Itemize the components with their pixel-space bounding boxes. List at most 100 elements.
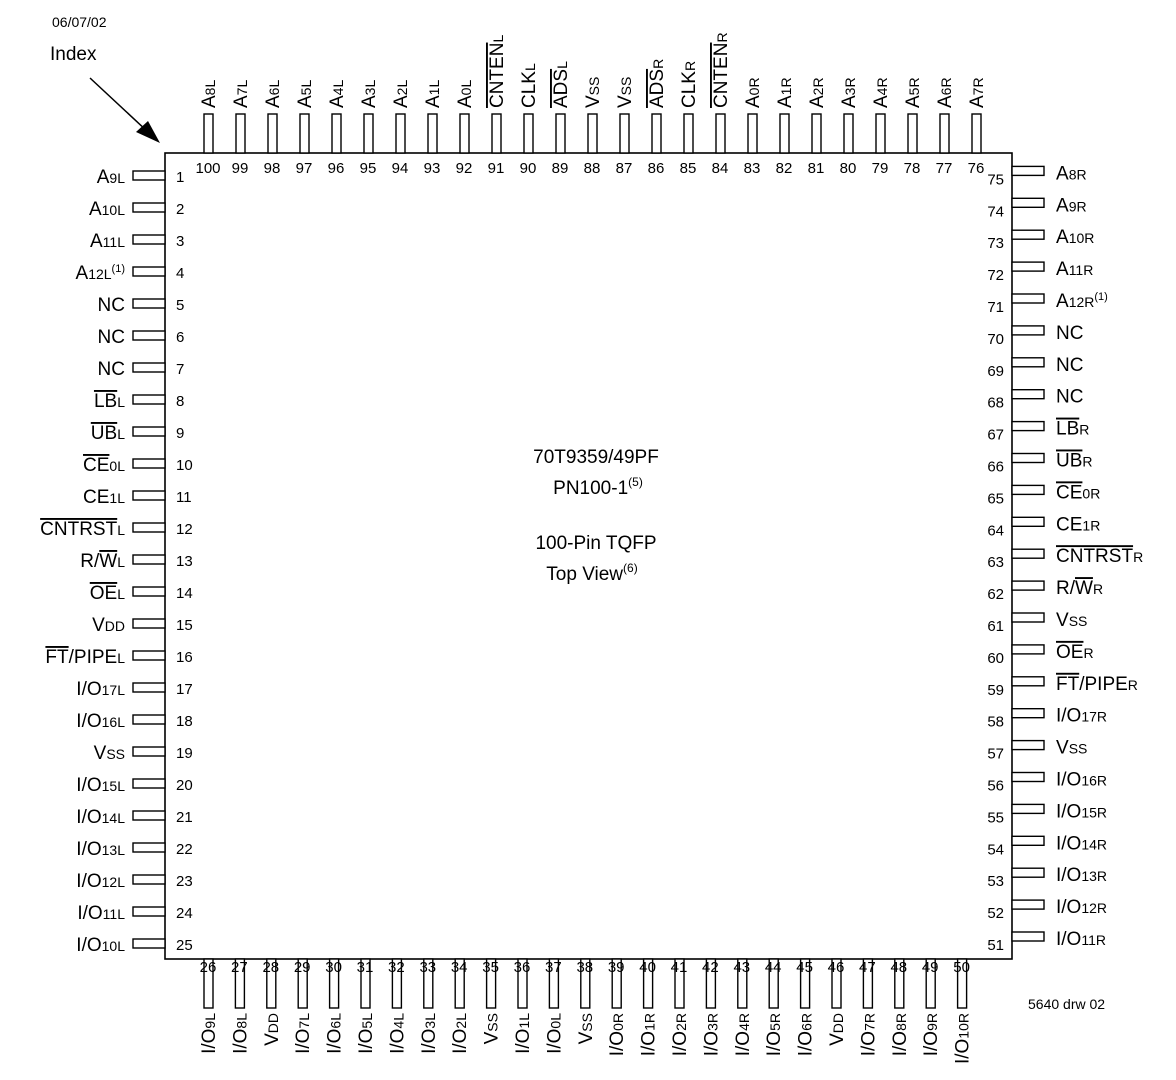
pin-number: 73 <box>987 235 1004 252</box>
pin-number: 44 <box>765 959 782 976</box>
pin-lead <box>132 554 166 565</box>
pin-29: 29 I/O7L <box>293 958 314 1054</box>
pin-number: 33 <box>419 959 436 976</box>
pin-number: 1 <box>176 169 184 186</box>
pin-47: 47 I/O7R <box>858 958 879 1056</box>
pin-lead <box>132 202 166 213</box>
pin-lead <box>811 113 822 154</box>
pin-name: A12R(1) <box>1056 291 1108 312</box>
pin-lead <box>132 874 166 885</box>
pin-lead <box>587 113 598 154</box>
pin-lead <box>328 958 340 1009</box>
pin-name: CE0R <box>1056 482 1100 503</box>
pin-name: A3L <box>359 80 380 108</box>
pin-61: 61 VSS <box>987 610 1087 635</box>
pin-22: 22 I/O13L <box>76 839 192 860</box>
package-code: PN100-1(5) <box>553 475 643 499</box>
pin-lead <box>1011 357 1045 368</box>
pin-25: 25 I/O10L <box>76 935 192 956</box>
pin-name: A7R <box>967 77 988 108</box>
pin-50: 50 I/O10R <box>953 958 974 1064</box>
pin-lead <box>1011 261 1045 272</box>
pin-number: 78 <box>904 160 921 177</box>
pin-lead <box>619 113 630 154</box>
pin-name: VDD <box>262 1013 283 1046</box>
pin-number: 59 <box>987 682 1004 699</box>
pin-number: 4 <box>176 265 184 282</box>
pin-number: 18 <box>176 713 193 730</box>
pin-name: I/O6R <box>796 1013 817 1056</box>
pin-number: 46 <box>828 959 845 976</box>
pin-89: 89 ADSL <box>551 61 572 177</box>
pin-name: I/O6L <box>325 1013 346 1054</box>
pin-16: 16 FT/PIPEL <box>45 647 192 668</box>
pin-30: 30 I/O6L <box>325 958 346 1054</box>
pin-56: 56 I/O16R <box>987 770 1107 795</box>
pin-name: I/O4L <box>387 1013 408 1054</box>
pin-name: I/O10L <box>76 935 125 956</box>
pin-name: CE0L <box>83 455 125 476</box>
pin-lead <box>1011 580 1045 591</box>
pin-19: 19 VSS <box>94 743 193 764</box>
pin-number: 22 <box>176 841 193 858</box>
pin-lead <box>1011 803 1045 815</box>
pin-number: 15 <box>176 617 193 634</box>
pin-name: A1L <box>423 80 444 108</box>
pin-name: CE1R <box>1056 514 1100 535</box>
pin-name: I/O12L <box>76 871 125 892</box>
pin-lead <box>234 958 246 1009</box>
pin-name: CNTRSTR <box>1056 546 1143 567</box>
pin-number: 72 <box>987 267 1004 284</box>
pin-number: 85 <box>680 160 697 177</box>
pin-name: R/WL <box>80 551 125 572</box>
package-desc: 100-Pin TQFP <box>535 533 656 554</box>
pin-number: 32 <box>388 959 405 976</box>
pin-number: 53 <box>987 873 1004 890</box>
pin-number: 45 <box>796 959 813 976</box>
pin-number: 29 <box>294 959 311 976</box>
pin-number: 2 <box>176 201 184 218</box>
pin-name: I/O3L <box>419 1013 440 1054</box>
pin-76: 76 A7R <box>967 77 988 177</box>
pin-name: A2L <box>391 80 412 108</box>
pin-name: ADSR <box>647 59 668 108</box>
pin-name: I/O5L <box>356 1013 377 1054</box>
pin-lead <box>132 938 166 949</box>
pin-lead <box>132 266 166 277</box>
pin-number: 88 <box>584 160 601 177</box>
pin-name: UBR <box>1056 451 1093 472</box>
pin-number: 38 <box>576 959 593 976</box>
pin-lead <box>132 522 166 533</box>
pin-lead <box>203 958 214 1009</box>
pin-lead <box>1011 771 1045 783</box>
pin-lead <box>956 958 968 1009</box>
pin-65: 65 CE0R <box>987 482 1100 507</box>
pin-name: A4L <box>327 80 348 108</box>
pin-name: UBL <box>91 423 125 444</box>
pin-name: I/O10R <box>953 1013 974 1064</box>
pin-name: I/O15L <box>76 775 125 796</box>
pin-lead <box>843 113 854 154</box>
pin-41: 41 I/O2R <box>670 958 691 1056</box>
pin-lead <box>360 958 371 1009</box>
pin-name: LBL <box>94 391 125 412</box>
pin-number: 25 <box>176 937 193 954</box>
pin-number: 60 <box>987 650 1004 667</box>
pin-name: I/O0L <box>544 1013 565 1054</box>
pin-number: 40 <box>639 959 656 976</box>
pin-lead <box>705 958 717 1009</box>
pin-number: 41 <box>671 959 688 976</box>
pin-85: 85 CLKR <box>679 61 700 177</box>
pin-lead <box>132 650 166 661</box>
pin-number: 49 <box>922 959 939 976</box>
pin-number: 95 <box>360 160 377 177</box>
pin-80: 80 A3R <box>839 77 860 177</box>
pin-86: 86 ADSR <box>647 59 668 177</box>
pin-name: VSS <box>94 743 125 764</box>
pin-20: 20 I/O15L <box>76 775 192 796</box>
pin-lead <box>715 113 726 154</box>
pin-31: 31 I/O5L <box>356 958 377 1054</box>
pin-name: NC <box>98 359 125 380</box>
pin-39: 39 I/O0R <box>607 958 628 1056</box>
pin-4: 4 A12L(1) <box>76 263 185 284</box>
